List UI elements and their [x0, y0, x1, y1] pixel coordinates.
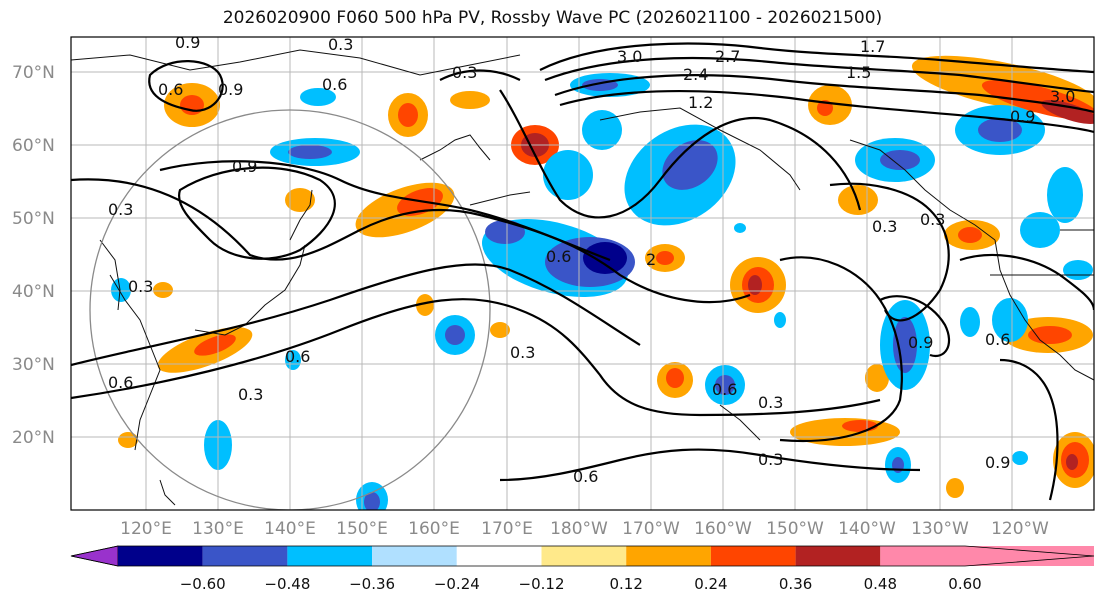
colorbar-segment	[202, 546, 288, 566]
contour-label: 0.6	[573, 467, 598, 486]
contour-label: 0.6	[546, 247, 571, 266]
colorbar-tick: 0.60	[948, 575, 981, 593]
negative-anomaly-shading	[111, 73, 1093, 510]
colorbar-tick: 0.24	[694, 575, 727, 593]
map-plot: 0.9 0.3 0.6 0.9 0.6 0.9 0.3 0.3 0.6 0.3 …	[71, 33, 1094, 510]
contour-label: 2.4	[683, 65, 708, 84]
colorbar-tick: 0.48	[864, 575, 897, 593]
contour-label: 0.6	[985, 330, 1010, 349]
lat-label: 20°N	[12, 428, 55, 448]
contour-label: 1.5	[846, 63, 871, 82]
lat-label: 50°N	[12, 209, 55, 229]
colorbar: −0.60 −0.48 −0.36 −0.24 −0.12 0.12 0.24 …	[70, 545, 1095, 593]
contour-label: 0.3	[758, 393, 783, 412]
lat-label: 60°N	[12, 136, 55, 156]
contour-label: 0.3	[872, 217, 897, 236]
lon-label: 120°W	[991, 519, 1049, 539]
contour-label: 0.3	[510, 343, 535, 362]
colorbar-extend-left	[70, 545, 119, 567]
contour-label: 0.3	[452, 63, 477, 82]
contour-label: 0.6	[285, 347, 310, 366]
colorbar-tick: 0.36	[779, 575, 812, 593]
lon-label: 120°E	[120, 519, 172, 539]
contour-label: 0.6	[322, 75, 347, 94]
contour-label: 0.9	[232, 157, 257, 176]
lon-label: 140°E	[264, 519, 316, 539]
contour-label: 0.6	[108, 373, 133, 392]
contour-label: 0.6	[712, 380, 737, 399]
contour-label: 0.9	[1010, 107, 1035, 126]
contour-label: 1.2	[688, 93, 713, 112]
colorbar-tick: 0.12	[609, 575, 642, 593]
latitude-labels: 70°N 60°N 50°N 40°N 30°N 20°N	[12, 63, 55, 448]
lon-label: 140°W	[838, 519, 896, 539]
lat-label: 30°N	[12, 355, 55, 375]
colorbar-segment	[372, 546, 457, 566]
lon-label: 130°W	[911, 519, 969, 539]
contour-label: 0.9	[218, 80, 243, 99]
contour-label: 0.3	[758, 450, 783, 469]
contour-label: 3.0	[1050, 87, 1075, 106]
contour-label: 0.3	[920, 210, 945, 229]
contour-label: 1.7	[860, 37, 885, 56]
colorbar-tick: −0.60	[180, 575, 226, 593]
colorbar-extend-right	[965, 546, 1094, 566]
contour-label: 0.3	[128, 277, 153, 296]
colorbar-tick: −0.12	[519, 575, 565, 593]
pv-contours	[71, 42, 1094, 501]
colorbar-segment	[118, 546, 203, 566]
lat-label: 40°N	[12, 282, 55, 302]
lon-label: 170°E	[481, 519, 533, 539]
lon-label: 160°E	[408, 519, 460, 539]
lon-label: 130°E	[192, 519, 244, 539]
longitude-labels: 120°E 130°E 140°E 150°E 160°E 170°E 180°…	[120, 519, 1049, 539]
lon-label: 180°W	[550, 519, 608, 539]
colorbar-tick: −0.24	[434, 575, 480, 593]
colorbar-segment	[710, 546, 796, 566]
lon-label: 160°W	[694, 519, 752, 539]
contour-labels: 0.9 0.3 0.6 0.9 0.6 0.9 0.3 0.3 0.6 0.3 …	[108, 33, 1075, 486]
contour-label: 0.9	[908, 333, 933, 352]
colorbar-segment	[541, 546, 627, 566]
contour-label: 2.7	[715, 47, 740, 66]
coastlines	[71, 49, 1094, 506]
lat-label: 70°N	[12, 63, 55, 83]
lon-label: 150°W	[766, 519, 824, 539]
contour-label: 0.9	[175, 33, 200, 52]
colorbar-segment	[795, 546, 881, 566]
contour-label: 3.0	[617, 47, 642, 66]
contour-label: 0.3	[238, 385, 263, 404]
contour-label: 0.3	[108, 200, 133, 219]
reference-circle	[89, 109, 491, 510]
contour-label: 0.6	[158, 80, 183, 99]
contour-label: 0.9	[985, 453, 1010, 472]
map-title: 2026020900 F060 500 hPa PV, Rossby Wave …	[222, 8, 883, 28]
colorbar-outline	[70, 545, 1095, 567]
colorbar-segment	[626, 546, 711, 566]
colorbar-tick: −0.36	[349, 575, 395, 593]
colorbar-segment	[456, 546, 542, 566]
lon-label: 170°W	[622, 519, 680, 539]
contour-label: 2	[646, 250, 656, 269]
colorbar-ticks: −0.60 −0.48 −0.36 −0.24 −0.12 0.12 0.24 …	[180, 575, 982, 593]
colorbar-segment	[880, 546, 965, 566]
contour-label: 0.3	[328, 35, 353, 54]
lon-label: 150°E	[336, 519, 388, 539]
plot-frame	[70, 36, 1095, 511]
colorbar-segment	[287, 546, 373, 566]
colorbar-tick: −0.48	[264, 575, 310, 593]
